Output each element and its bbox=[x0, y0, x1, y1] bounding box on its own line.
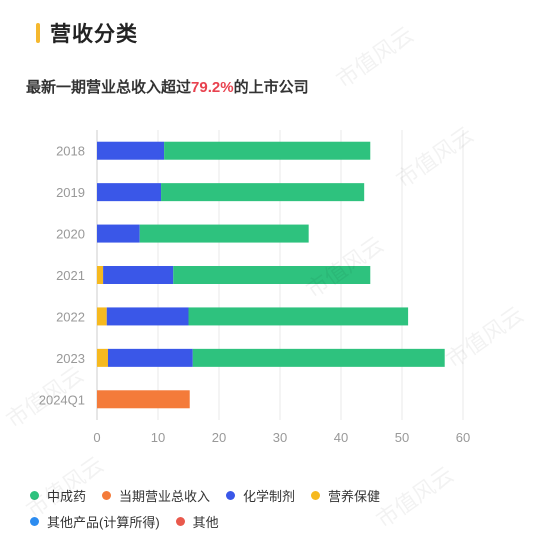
legend-label: 当期营业总收入 bbox=[119, 488, 211, 504]
bar-segment bbox=[164, 141, 371, 160]
bar-segment bbox=[97, 224, 140, 243]
bar-segment bbox=[173, 266, 371, 284]
legend-swatch bbox=[311, 490, 321, 500]
bar-segment bbox=[139, 224, 309, 243]
accent-bar bbox=[36, 23, 40, 43]
legend-item: 其他产品(计算所得) bbox=[30, 512, 160, 530]
legend-label: 化学制剂 bbox=[243, 488, 296, 504]
legend-label: 中成药 bbox=[47, 488, 87, 504]
bar-segment bbox=[97, 390, 190, 409]
y-tick-label: 2024Q1 bbox=[39, 392, 85, 407]
legend-item: 化学制剂 bbox=[226, 486, 295, 504]
y-tick-label: 2019 bbox=[56, 185, 85, 200]
legend-label: 营养保健 bbox=[328, 488, 381, 504]
bar-segment bbox=[97, 141, 165, 160]
x-tick-label: 40 bbox=[334, 430, 348, 445]
legend-swatch bbox=[102, 490, 112, 500]
y-tick-label: 2018 bbox=[56, 144, 85, 159]
x-tick-label: 60 bbox=[456, 430, 470, 445]
chart-legend: 中成药 当期营业总收入 化学制剂 营养保健其他产品(计算所得) 其他 bbox=[30, 486, 530, 530]
bar-segment bbox=[161, 183, 365, 202]
bar-segment bbox=[97, 183, 162, 202]
x-tick-label: 0 bbox=[93, 430, 100, 445]
x-tick-label: 10 bbox=[151, 430, 165, 445]
x-tick-label: 30 bbox=[273, 430, 287, 445]
bar-segment bbox=[103, 266, 174, 284]
legend-swatch bbox=[30, 516, 39, 526]
legend-item: 当期营业总收入 bbox=[102, 486, 210, 504]
subtitle-prefix: 最新一期营业总收入超过 bbox=[26, 79, 192, 96]
legend-item: 中成药 bbox=[30, 486, 86, 504]
x-tick-label: 20 bbox=[212, 430, 226, 445]
subtitle-highlight: 79.2% bbox=[191, 79, 234, 96]
x-tick-label: 50 bbox=[395, 430, 409, 445]
bar-segment bbox=[97, 307, 107, 326]
legend-label: 其他产品(计算所得) bbox=[47, 514, 160, 530]
bar-segment bbox=[106, 307, 189, 326]
bar-segment bbox=[107, 348, 193, 367]
legend-swatch bbox=[30, 490, 39, 500]
subtitle-suffix: 的上市公司 bbox=[233, 79, 309, 96]
section-header: 营收分类 bbox=[36, 18, 138, 48]
bar-segment bbox=[97, 348, 108, 367]
legend-label: 其他 bbox=[192, 514, 219, 530]
section-title: 营收分类 bbox=[50, 23, 138, 46]
y-tick-label: 2020 bbox=[56, 227, 85, 242]
bar-segment bbox=[97, 266, 104, 284]
legend-swatch bbox=[175, 516, 185, 526]
revenue-stacked-bar-chart: 0 10 20 30 40 50 60 2018 2019 2020 2021 2022 2023 202… bbox=[39, 130, 470, 445]
legend-item: 其他 bbox=[175, 512, 219, 530]
bar-segment bbox=[192, 348, 445, 367]
y-tick-label: 2022 bbox=[56, 309, 85, 324]
chart-subtitle: 最新一期营业总收入超过79.2%的上市公司 bbox=[26, 76, 309, 97]
bar-segment bbox=[188, 307, 409, 326]
legend-swatch bbox=[226, 490, 236, 500]
y-tick-label: 2023 bbox=[56, 351, 85, 366]
y-tick-label: 2021 bbox=[56, 268, 85, 283]
legend-item: 营养保健 bbox=[311, 486, 380, 504]
